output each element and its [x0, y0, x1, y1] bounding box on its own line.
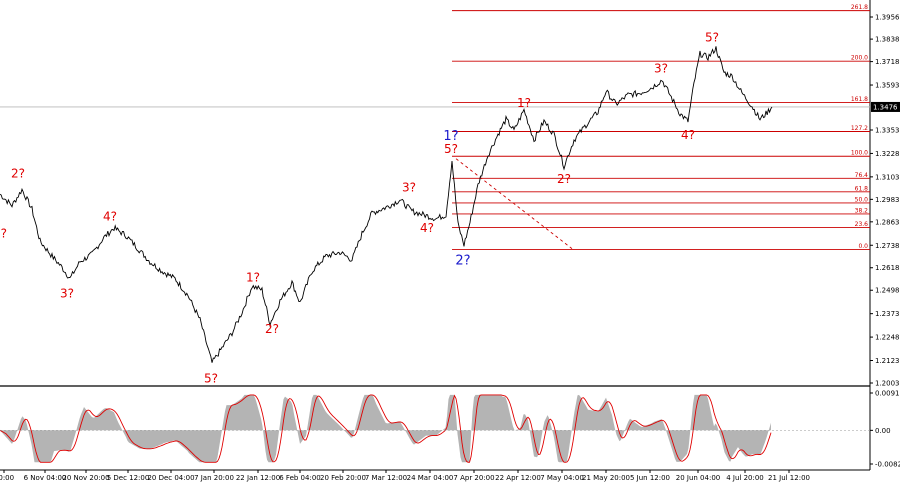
wave-labels: 2?1?3?4?5?1?2?3?4?1?5?2?1?2?3?4?5? [0, 31, 719, 386]
x-tick-label: 22 Apr 12:00 [495, 474, 541, 482]
price-series [0, 46, 773, 363]
x-tick-label: 7 Apr 20:00 [453, 474, 494, 482]
oscillator-histogram [0, 394, 771, 463]
x-tick-label: 20 Dec 04:00 [147, 474, 194, 482]
x-tick-label: 24 Mar 04:00 [407, 474, 454, 482]
x-tick-label: 7 Mar 12:00 [365, 474, 407, 482]
fib-level-label: 76.4 [855, 172, 869, 179]
x-tick-label: 20:00 [0, 474, 14, 482]
y-tick-label: 1.2123 [875, 357, 900, 365]
y-tick-label: 1.3956 [875, 14, 900, 22]
fib-level-label: 100.0 [851, 150, 868, 157]
x-tick-label: 20 Nov 20:00 [62, 474, 109, 482]
fib-level-label: 50.0 [855, 196, 869, 203]
y-tick-label: 1.2618 [875, 264, 900, 272]
fib-level-label: 0.0 [858, 243, 868, 250]
fib-level-label: 261.8 [851, 4, 868, 11]
wave-label: 5? [705, 31, 719, 45]
wave-label: 1? [246, 270, 260, 284]
wave-label: 4? [420, 221, 434, 235]
x-tick-label: 20 Feb 20:00 [320, 474, 366, 482]
wave-label: 3? [654, 61, 668, 75]
wave-label: 2? [265, 322, 279, 336]
fib-level-label: 61.8 [855, 185, 869, 192]
wave-label: 2? [455, 254, 470, 269]
y-tick-label: 1.2003 [875, 380, 900, 388]
y-tick-label: 1.2498 [875, 287, 900, 295]
x-tick-label: 7 Jan 20:00 [194, 474, 234, 482]
wave-label: 4? [103, 210, 117, 224]
x-tick-label: 20 Jun 04:00 [676, 474, 720, 482]
fib-level-label: 200.0 [851, 55, 868, 62]
wave-label: 5? [204, 372, 218, 386]
trendline [455, 158, 573, 249]
y-tick-label: 1.2863 [875, 218, 900, 226]
wave-label: 2? [557, 172, 571, 186]
y-tick-label: 1.2373 [875, 310, 900, 318]
x-tick-label: 6 Nov 04:00 [24, 474, 67, 482]
y-tick-label: 1.3228 [875, 150, 900, 158]
price-axis: 1.3956 1.3838 1.3718 1.3593 1.3353 1.3228 1.31… [870, 14, 900, 388]
y-tick-label: 1.3838 [875, 36, 900, 44]
oscillator-panel: 0.0091 0.00 -0.0082 [0, 390, 900, 469]
osc-tick-label: 0.0091 [875, 390, 900, 398]
y-tick-label: 1.2248 [875, 334, 900, 342]
y-tick-label: 1.2983 [875, 196, 900, 204]
y-tick-label: 1.3593 [875, 82, 900, 90]
wave-label: 1? [0, 226, 7, 240]
fib-level-label: 23.6 [855, 221, 869, 228]
wave-label: 1? [517, 96, 531, 110]
x-tick-label: 5 Dec 12:00 [107, 474, 150, 482]
fibonacci-levels: 261.8 200.0 161.8 127.2 100.0 76.4 61.8 50.0 38.… [0, 4, 870, 250]
y-tick-label: 1.3103 [875, 173, 900, 181]
y-tick-label: 1.2738 [875, 242, 900, 250]
osc-tick-label: 0.00 [875, 427, 891, 435]
x-tick-label: 21 Jul 12:00 [768, 474, 810, 482]
x-tick-label: 21 May 20:00 [582, 474, 630, 482]
y-tick-label: 1.3718 [875, 58, 900, 66]
price-line [0, 46, 773, 363]
current-price-box [871, 101, 900, 112]
wave-label: 5? [444, 142, 458, 156]
fib-level-label: 161.8 [851, 96, 868, 103]
y-tick-label: 1.3353 [875, 127, 900, 135]
dashed-trendline [455, 158, 573, 249]
wave-label: 1? [443, 129, 458, 144]
fib-level-label: 127.2 [851, 125, 868, 132]
oscillator-signal-line [0, 394, 772, 463]
fib-level-label: 38.2 [855, 207, 869, 214]
current-price-label: 1.3476 [873, 103, 898, 111]
wave-label: 3? [60, 286, 74, 300]
wave-label: 3? [402, 180, 416, 194]
x-tick-label: 22 Jan 12:00 [236, 474, 280, 482]
x-tick-label: 4 Jul 20:00 [726, 474, 764, 482]
x-tick-label: 7 May 04:00 [540, 474, 584, 482]
x-tick-label: 5 Jun 12:00 [630, 474, 670, 482]
osc-tick-label: -0.0082 [875, 461, 900, 469]
wave-label: 2? [11, 166, 25, 180]
x-tick-label: 6 Feb 04:00 [279, 474, 320, 482]
wave-label: 4? [681, 128, 695, 142]
